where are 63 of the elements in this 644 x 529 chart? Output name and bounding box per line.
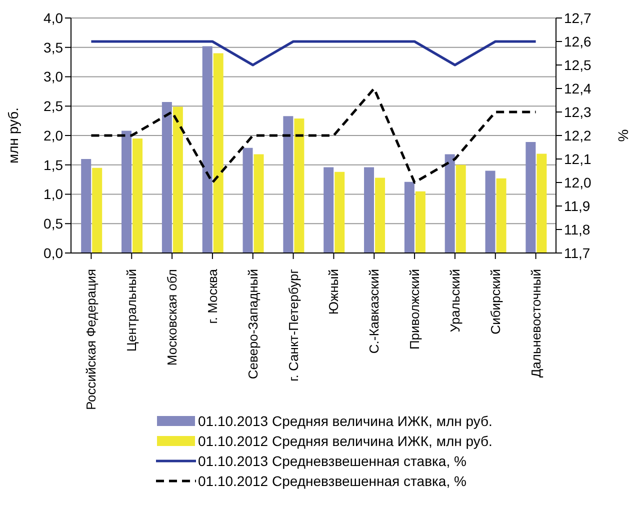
bar: [526, 142, 536, 253]
y-tick-label: 0,5: [44, 216, 64, 232]
x-tick-label: г. Москва: [204, 268, 220, 324]
bar: [92, 168, 102, 253]
legend-label: 01.10.2013 Средневзвешенная ставка, %: [198, 453, 466, 469]
y2-tick-label: 11,7: [564, 244, 590, 261]
x-tick-label: Приволжский: [407, 269, 422, 350]
x-tick-label: Южный: [326, 269, 342, 315]
legend-label: 01.10.2012 Средняя величина ИЖК, млн руб.: [198, 433, 492, 449]
y-tick-label: 3,5: [44, 39, 64, 56]
y2-tick-label: 12,7: [564, 10, 592, 26]
y-tick-label: 0,0: [44, 244, 64, 261]
y-tick-label: 4,0: [44, 10, 64, 26]
bar: [132, 138, 143, 253]
y2-tick-label: 11,8: [564, 221, 590, 238]
bar: [172, 106, 183, 253]
y-tick-label: 2,5: [44, 98, 64, 114]
bar: [324, 167, 334, 253]
y-tick-label: 1,0: [44, 186, 64, 202]
bar: [485, 170, 496, 253]
legend-label: 01.10.2012 Средневзвешенная ставка, %: [198, 473, 466, 489]
x-tick-label: Дальневосточный: [528, 269, 544, 378]
legend-label: 01.10.2013 Средняя величина ИЖК, млн руб.: [198, 413, 492, 429]
bar: [364, 167, 374, 253]
bar: [283, 116, 294, 253]
y-tick-label: 3,0: [44, 68, 64, 85]
x-tick-label: Сибирский: [488, 269, 503, 334]
bar: [415, 191, 426, 253]
bar: [456, 164, 466, 253]
bar: [496, 178, 506, 253]
y-axis-title: млн руб.: [4, 107, 21, 164]
bar: [444, 154, 455, 253]
x-tick-label: Уральский: [447, 269, 462, 332]
bar: [213, 53, 224, 253]
bar: [536, 154, 547, 253]
bar: [375, 178, 386, 253]
x-tick-label: Московская обл: [164, 269, 180, 366]
bar: [254, 154, 264, 253]
y2-tick-label: 12,6: [564, 33, 592, 50]
y-tick-label: 1,5: [44, 156, 64, 173]
y2-tick-label: 12,4: [564, 80, 592, 96]
line-series: [90, 87, 538, 184]
bar: [294, 118, 304, 253]
bar: [162, 102, 172, 253]
x-tick-label: Российская Федерация: [84, 269, 99, 410]
x-tick-label: Северо-Западный: [245, 269, 260, 380]
y-tick-label: 2,0: [44, 127, 64, 144]
y2-tick-label: 12,1: [564, 150, 592, 167]
bar: [334, 172, 345, 253]
bar: [81, 159, 92, 253]
x-tick-label: г. Санкт-Петербург: [286, 268, 301, 382]
bar: [404, 182, 414, 253]
y2-tick-label: 12,2: [564, 127, 592, 144]
y2-tick-label: 12,3: [564, 104, 592, 120]
y2-axis-title: %: [614, 129, 631, 142]
y2-tick-label: 12,0: [564, 174, 592, 190]
x-tick-label: С.-Кавказский: [366, 269, 382, 354]
y2-tick-label: 12,5: [564, 56, 592, 73]
x-tick-label: Центральный: [124, 269, 140, 352]
y2-tick-label: 11,9: [564, 198, 590, 214]
bar: [202, 46, 212, 253]
bar: [242, 148, 253, 253]
bar: [122, 130, 132, 253]
